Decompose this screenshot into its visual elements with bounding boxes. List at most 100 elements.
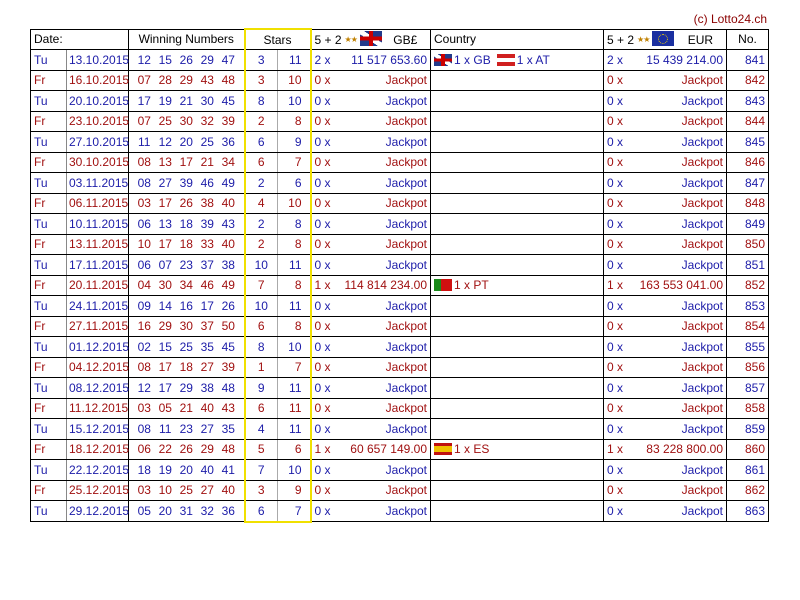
eur-winner-count: 0 x [607,298,624,313]
winning-number: 36 [221,504,235,518]
winning-numbers-cell: 08 17 18 27 39 [128,356,245,378]
winning-number: 32 [200,114,214,129]
country-cell [430,459,605,481]
country-cell [430,233,605,255]
eur-prize: Jackpot [681,237,724,252]
gbp-winner-count: 1 x [314,442,331,457]
winning-number: 12 [137,52,151,67]
star-2-cell: 8 [277,110,312,132]
eur-prize-cell: 0 x Jackpot [603,418,728,440]
gbp-prize-cell: 0 x Jackpot [310,151,432,173]
day-cell: Tu [30,172,67,194]
eur-winner-count: 1 x [607,442,624,457]
country-cell [430,479,605,501]
table-row: Fr 27.11.2015 16 29 30 37 50 6 8 0 x Jackpot 0 x Jac… [30,315,770,337]
eur-prize: Jackpot [681,175,724,190]
gbp-prize-cell: 0 x Jackpot [310,295,432,317]
eur-prize-wrap: 0 x Jackpot [607,360,723,374]
eur-prize-wrap: 0 x Jackpot [607,237,723,251]
date-cell: 01.12.2015 [66,336,129,358]
eur-winner-count: 0 x [607,462,624,477]
gbp-prize: Jackpot [385,73,428,88]
gbp-winner-count: 0 x [314,257,331,272]
date-cell: 03.11.2015 [66,172,129,194]
winning-numbers-wrap: 17 19 21 30 45 [131,94,242,108]
gbp-winner-count: 0 x [314,155,331,170]
eur-prize: Jackpot [681,216,724,231]
country-cell [430,151,605,173]
star-2-cell: 10 [277,90,312,112]
gbp-prize: Jackpot [385,216,428,231]
date-cell: 13.10.2015 [66,49,129,71]
day-cell: Tu [30,336,67,358]
winning-number: 13 [158,216,172,231]
eur-prize-wrap: 0 x Jackpot [607,381,723,395]
gbp-prize-cell: 0 x Jackpot [310,418,432,440]
winning-number: 16 [179,298,193,313]
winning-number: 37 [200,319,214,334]
winning-numbers-wrap: 08 27 39 46 49 [131,176,242,190]
winning-number: 40 [200,462,214,477]
winning-numbers-wrap: 09 14 16 17 26 [131,299,242,313]
winning-number: 45 [221,93,235,108]
gbp-prize-wrap: 2 x 11 517 653.60 [315,53,428,67]
winning-numbers-wrap: 03 10 25 27 40 [131,483,242,497]
winning-numbers-cell: 04 30 34 46 49 [128,274,245,296]
draw-number-cell: 848 [726,192,770,214]
winning-number: 20 [179,134,193,149]
table-row: Fr 06.11.2015 03 17 26 38 40 4 10 0 x Jackpot 0 x Ja… [30,192,770,214]
day-cell: Fr [30,110,67,132]
draw-number-cell: 856 [726,356,770,378]
draw-number-cell: 863 [726,500,770,522]
winning-numbers-wrap: 06 07 23 37 38 [131,258,242,272]
table-row: Fr 30.10.2015 08 13 17 21 34 6 7 0 x Jackpot 0 x Jac… [30,151,770,173]
winning-numbers-cell: 06 07 23 37 38 [128,254,245,276]
gbp-prize-cell: 0 x Jackpot [310,192,432,214]
gbp-prize-wrap: 0 x Jackpot [315,401,428,415]
gbp-prize: Jackpot [385,134,428,149]
gbp-prize-wrap: 0 x Jackpot [315,176,428,190]
eur-prize: Jackpot [681,93,724,108]
gbp-prize-wrap: 0 x Jackpot [315,319,428,333]
gbp-winner-count: 0 x [314,339,331,354]
star-2-cell: 11 [277,49,312,71]
winning-numbers-wrap: 03 05 21 40 43 [131,401,242,415]
country-cell [430,418,605,440]
eur-prize: 83 228 800.00 [646,442,724,457]
winning-number: 37 [200,257,214,272]
header-no: No. [726,28,770,50]
winning-number: 29 [200,52,214,67]
country-cell: 1 x ES [430,438,605,460]
winning-number: 48 [221,442,235,457]
winning-numbers-wrap: 08 17 18 27 39 [131,360,242,374]
winning-numbers-wrap: 11 12 20 25 36 [131,135,242,149]
country-cell [430,254,605,276]
winning-number: 13 [158,155,172,170]
eur-prize-wrap: 0 x Jackpot [607,504,723,518]
eur-prize-cell: 0 x Jackpot [603,254,728,276]
winning-number: 26 [179,196,193,211]
gbp-winner-count: 0 x [314,298,331,313]
gbp-prize-wrap: 0 x Jackpot [315,94,428,108]
gbp-prize: Jackpot [385,114,428,129]
winning-numbers-cell: 03 17 26 38 40 [128,192,245,214]
winning-number: 43 [221,216,235,231]
eur-prize-cell: 0 x Jackpot [603,110,728,132]
stars-icon: ★★ [637,35,650,45]
country-winner: 1 x GB [434,53,491,67]
date-cell: 20.11.2015 [66,274,129,296]
winning-number: 29 [179,73,193,88]
eur-winner-count: 0 x [607,114,624,129]
header-stars: Stars [243,28,312,50]
winning-number: 49 [221,175,235,190]
winning-number: 39 [221,360,235,375]
eur-prize-wrap: 0 x Jackpot [607,176,723,190]
star-1-cell: 10 [243,295,278,317]
table-row: Tu 13.10.2015 12 15 26 29 47 3 11 2 x 11 517 653.6… [30,49,770,71]
star-2-cell: 7 [277,500,312,523]
winning-number: 06 [137,442,151,457]
gbp-prize-wrap: 0 x Jackpot [315,360,428,374]
winning-number: 38 [221,257,235,272]
star-2-cell: 11 [277,254,312,276]
winning-number: 11 [138,134,151,149]
